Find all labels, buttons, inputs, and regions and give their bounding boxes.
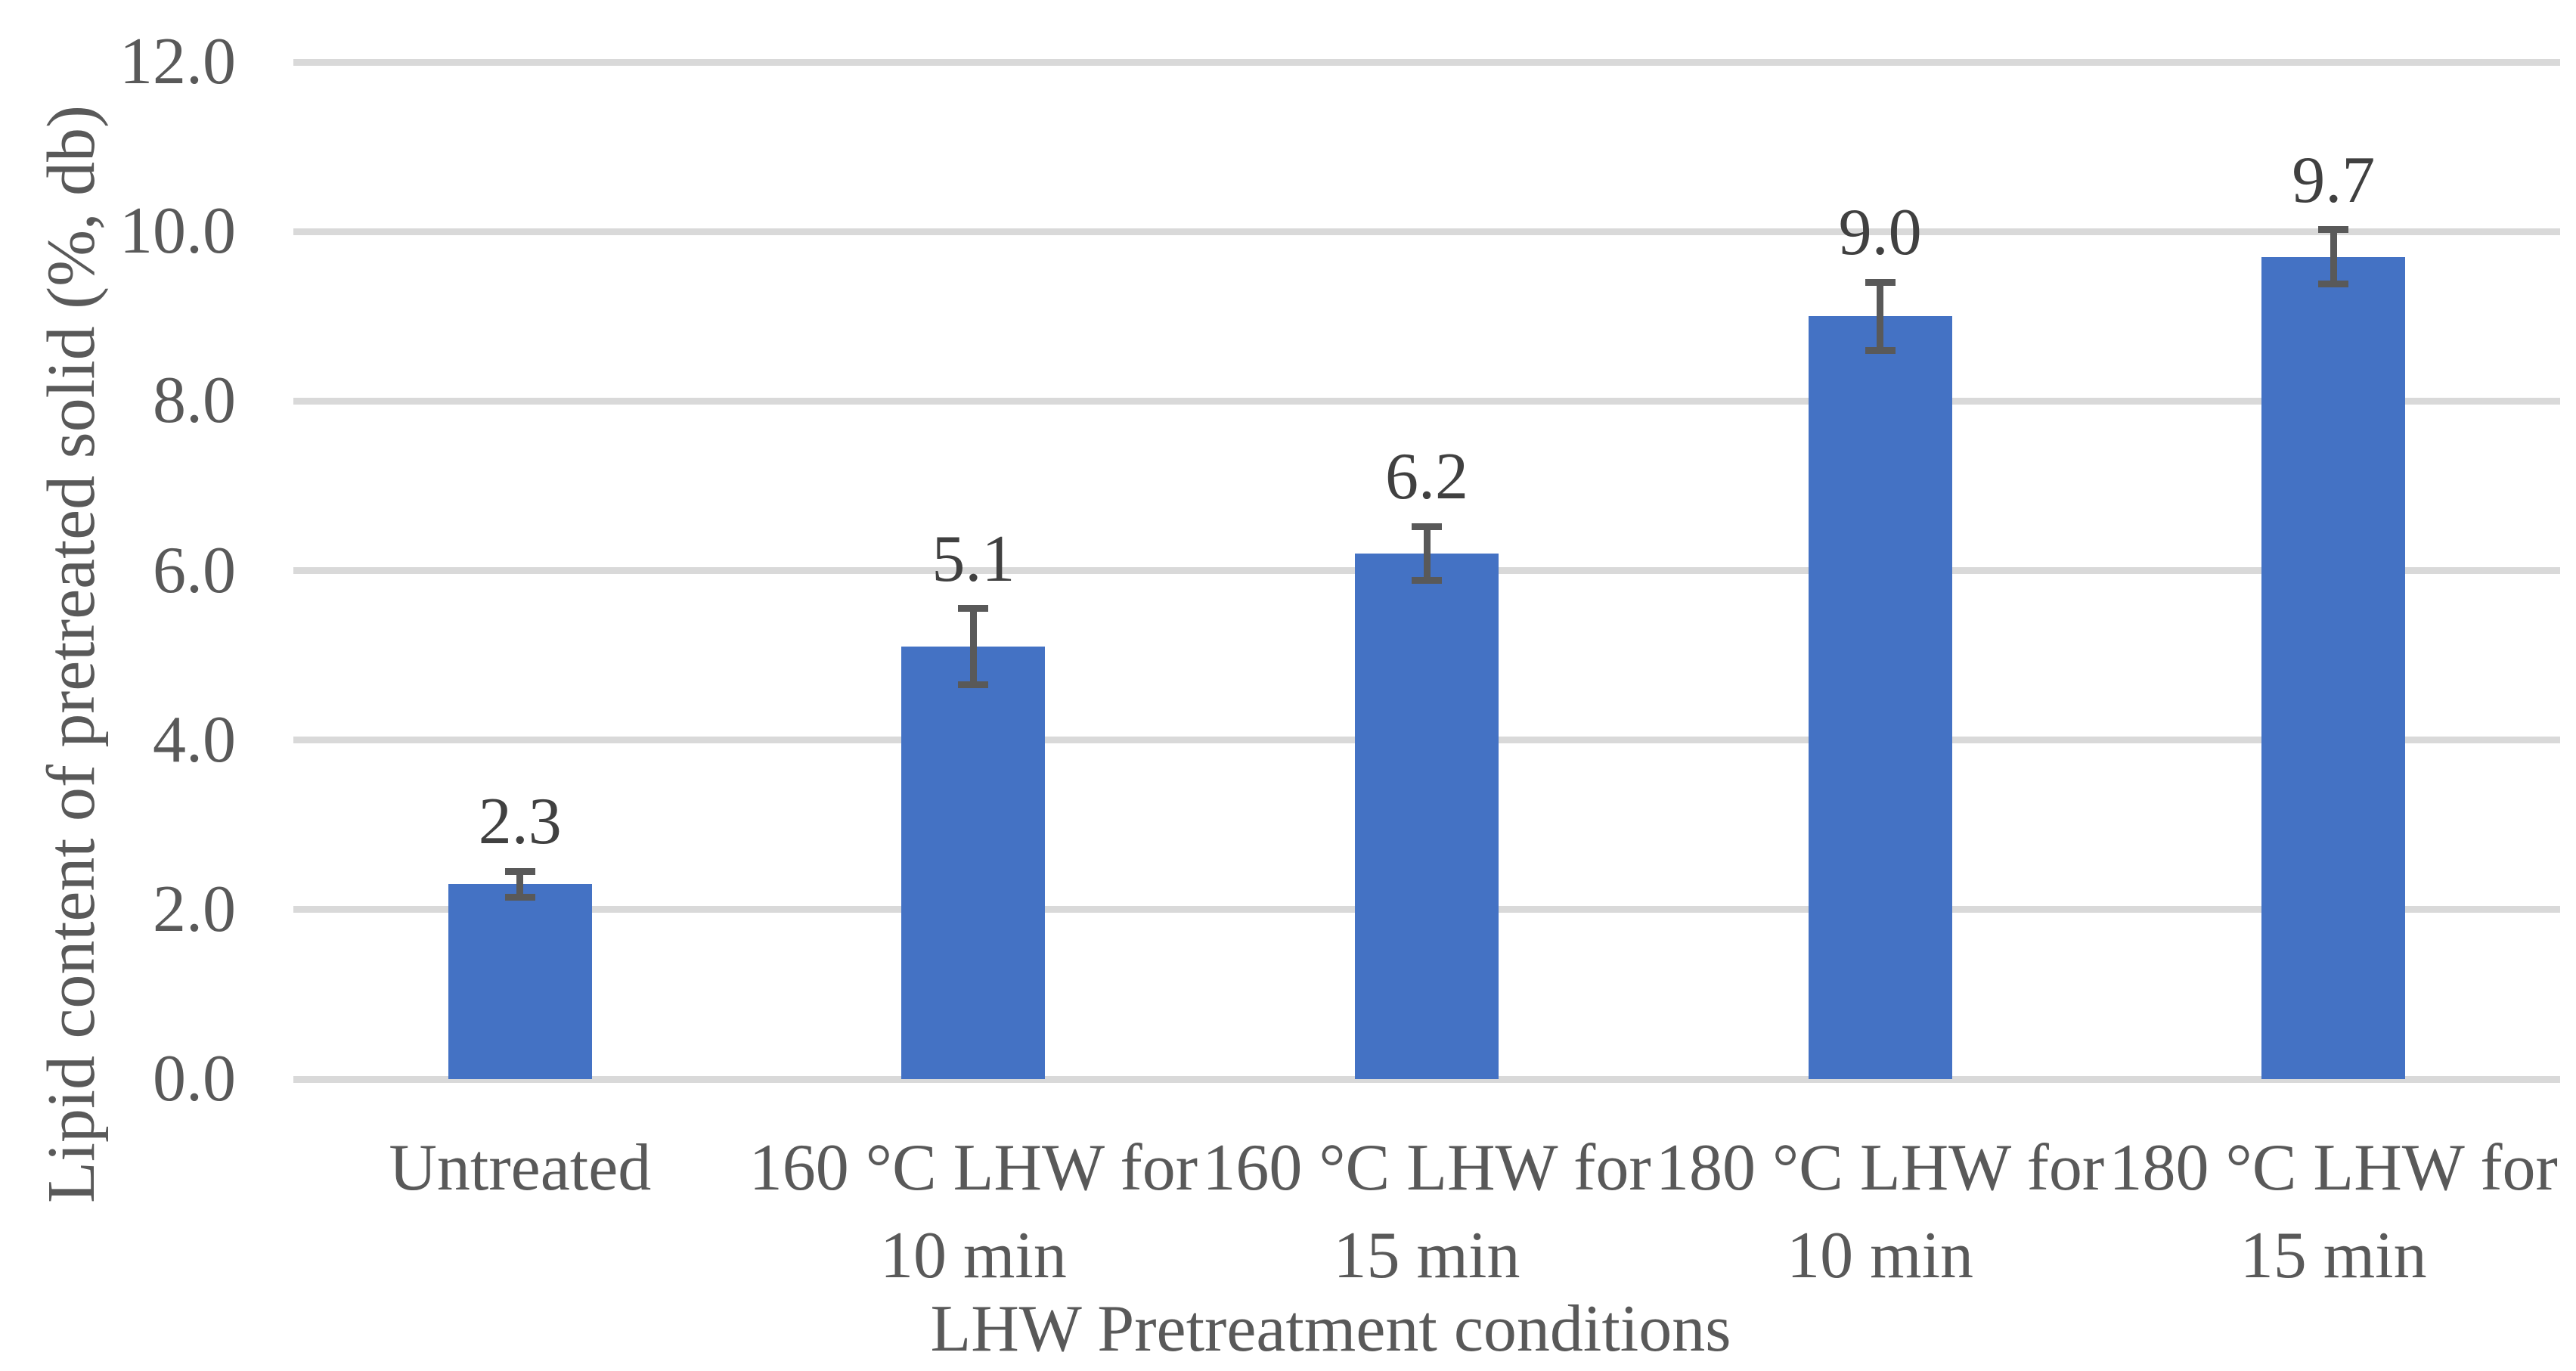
bar-value-label: 9.7 xyxy=(2292,143,2376,217)
y-tick-label: 0.0 xyxy=(153,1042,236,1115)
category-label-line: 160 °C LHW for xyxy=(749,1131,1198,1205)
error-bar-bottom-cap xyxy=(1865,346,1896,354)
y-tick-label: 6.0 xyxy=(153,533,236,607)
error-bar-bottom-cap xyxy=(958,681,989,689)
error-bar xyxy=(2330,229,2337,284)
category-label: Untreated xyxy=(286,1124,755,1212)
bar xyxy=(901,647,1046,1079)
gridline xyxy=(293,397,2560,405)
plot-area: 2.3 5.1 6.2 9.0 9.7 xyxy=(293,58,2560,1083)
y-tick-label: 10.0 xyxy=(119,194,236,268)
error-bar-top-cap xyxy=(504,867,535,875)
error-bar-bottom-cap xyxy=(1412,577,1442,585)
error-bar xyxy=(969,608,977,685)
y-tick-label: 12.0 xyxy=(119,25,236,98)
bar-value-label: 2.3 xyxy=(478,785,562,859)
category-label: 160 °C LHW for 15 min xyxy=(1192,1124,1661,1300)
category-label-line: 10 min xyxy=(879,1219,1067,1292)
category-label: 180 °C LHW for 15 min xyxy=(2099,1124,2568,1300)
error-bar-top-cap xyxy=(1412,523,1442,530)
y-tick-label: 8.0 xyxy=(153,364,236,438)
gridline xyxy=(293,228,2560,235)
x-axis-line xyxy=(293,1075,2560,1083)
error-bar xyxy=(516,871,524,898)
bar xyxy=(2261,256,2406,1079)
error-bar xyxy=(1423,526,1431,581)
bar xyxy=(1355,554,1499,1079)
category-label-line: 160 °C LHW for xyxy=(1202,1131,1651,1205)
category-label-line: 15 min xyxy=(1333,1219,1520,1292)
gridline xyxy=(293,58,2560,66)
x-axis-title: LHW Pretreatment conditions xyxy=(930,1292,1731,1366)
error-bar-top-cap xyxy=(1865,278,1896,286)
error-bar-bottom-cap xyxy=(2318,281,2349,288)
error-bar-top-cap xyxy=(958,605,989,613)
category-label-line: 10 min xyxy=(1787,1219,1974,1292)
y-tick-label: 4.0 xyxy=(153,703,236,777)
y-tick-label: 2.0 xyxy=(153,872,236,946)
bar xyxy=(1808,316,1952,1079)
category-label: 180 °C LHW for 10 min xyxy=(1646,1124,2115,1300)
category-label-line: Untreated xyxy=(389,1131,652,1205)
category-label-line: 15 min xyxy=(2240,1219,2427,1292)
error-bar xyxy=(1877,282,1884,351)
category-label: 160 °C LHW for 10 min xyxy=(739,1124,1207,1300)
bar-value-label: 6.2 xyxy=(1385,440,1468,514)
bar-value-label: 5.1 xyxy=(932,522,1015,596)
bar xyxy=(448,884,592,1079)
category-label-line: 180 °C LHW for xyxy=(2109,1131,2558,1205)
bar-value-label: 9.0 xyxy=(1838,196,1922,270)
error-bar-top-cap xyxy=(2318,226,2349,234)
category-label-line: 180 °C LHW for xyxy=(1655,1131,2105,1205)
error-bar-bottom-cap xyxy=(504,893,535,901)
